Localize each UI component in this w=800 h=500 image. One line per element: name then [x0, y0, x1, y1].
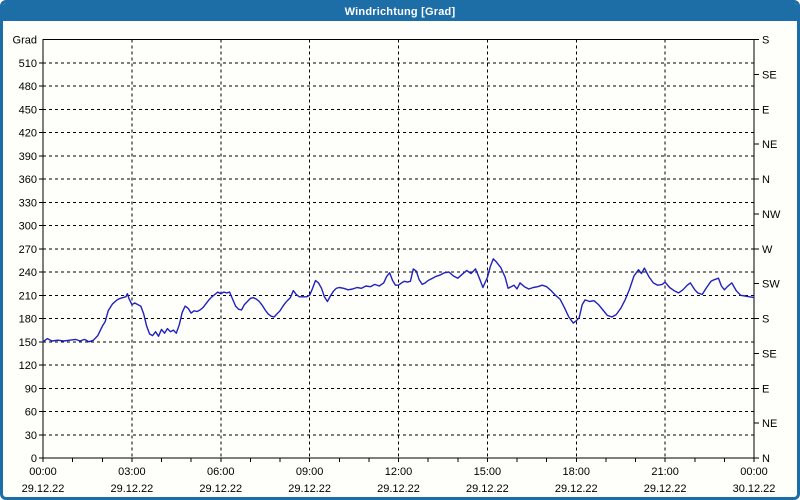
y-axis-label: 180 [19, 314, 37, 326]
y-axis-label: 30 [25, 430, 37, 442]
y-axis-label: 420 [19, 128, 37, 140]
y-axis-label: 360 [19, 174, 37, 186]
x-axis-date-label: 29.12.22 [199, 483, 242, 495]
right-axis-label: SE [762, 348, 777, 360]
right-axis-label: S [762, 35, 769, 47]
x-axis-time-label: 12:00 [385, 466, 413, 478]
right-axis-label: SE [762, 69, 777, 81]
right-axis-label: E [762, 104, 769, 116]
y-axis-label: 330 [19, 197, 37, 209]
y-axis-label: 390 [19, 151, 37, 163]
right-axis-label: S [762, 314, 769, 326]
x-axis-time-label: 15:00 [474, 466, 502, 478]
window-title: Windrichtung [Grad] [344, 6, 456, 18]
y-axis-label: 0 [31, 453, 37, 465]
x-axis-time-label: 03:00 [118, 466, 146, 478]
x-axis-date-label: 29.12.22 [288, 483, 331, 495]
x-axis-date-label: 29.12.22 [466, 483, 509, 495]
x-axis-date-label: 29.12.22 [377, 483, 420, 495]
right-axis-label: N [762, 453, 770, 465]
x-axis-date-label: 29.12.22 [555, 483, 598, 495]
y-axis-label: 240 [19, 267, 37, 279]
x-axis-date-label: 29.12.22 [644, 483, 687, 495]
x-axis-date-label: 30.12.22 [733, 483, 776, 495]
y-axis-label: 270 [19, 244, 37, 256]
right-axis-label: E [762, 383, 769, 395]
y-axis-label: 300 [19, 221, 37, 233]
right-axis-label: NE [762, 139, 777, 151]
y-axis-label: 510 [19, 58, 37, 70]
y-axis-label: 90 [25, 383, 37, 395]
x-axis-time-label: 06:00 [207, 466, 235, 478]
x-axis-time-label: 00:00 [29, 466, 57, 478]
x-axis-time-label: 21:00 [651, 466, 679, 478]
x-axis-time-label: 09:00 [296, 466, 324, 478]
right-axis-label: SW [762, 279, 780, 291]
y-axis-label: 210 [19, 290, 37, 302]
y-axis-label: 480 [19, 81, 37, 93]
y-axis-label: 60 [25, 407, 37, 419]
right-axis-label: NW [762, 209, 781, 221]
right-axis-label: NE [762, 418, 777, 430]
x-axis-time-label: 00:00 [740, 466, 768, 478]
right-axis-label: W [762, 244, 773, 256]
x-axis-date-label: 29.12.22 [22, 483, 65, 495]
x-axis-date-label: 29.12.22 [110, 483, 153, 495]
right-axis-label: N [762, 174, 770, 186]
y-axis-label: 450 [19, 104, 37, 116]
y-axis-label: 120 [19, 360, 37, 372]
x-axis-time-label: 18:00 [562, 466, 590, 478]
wind-direction-line [42, 258, 755, 343]
y-axis-unit-label: Grad [13, 35, 37, 47]
window-title-bar: Windrichtung [Grad] [3, 3, 797, 21]
y-axis-label: 150 [19, 337, 37, 349]
